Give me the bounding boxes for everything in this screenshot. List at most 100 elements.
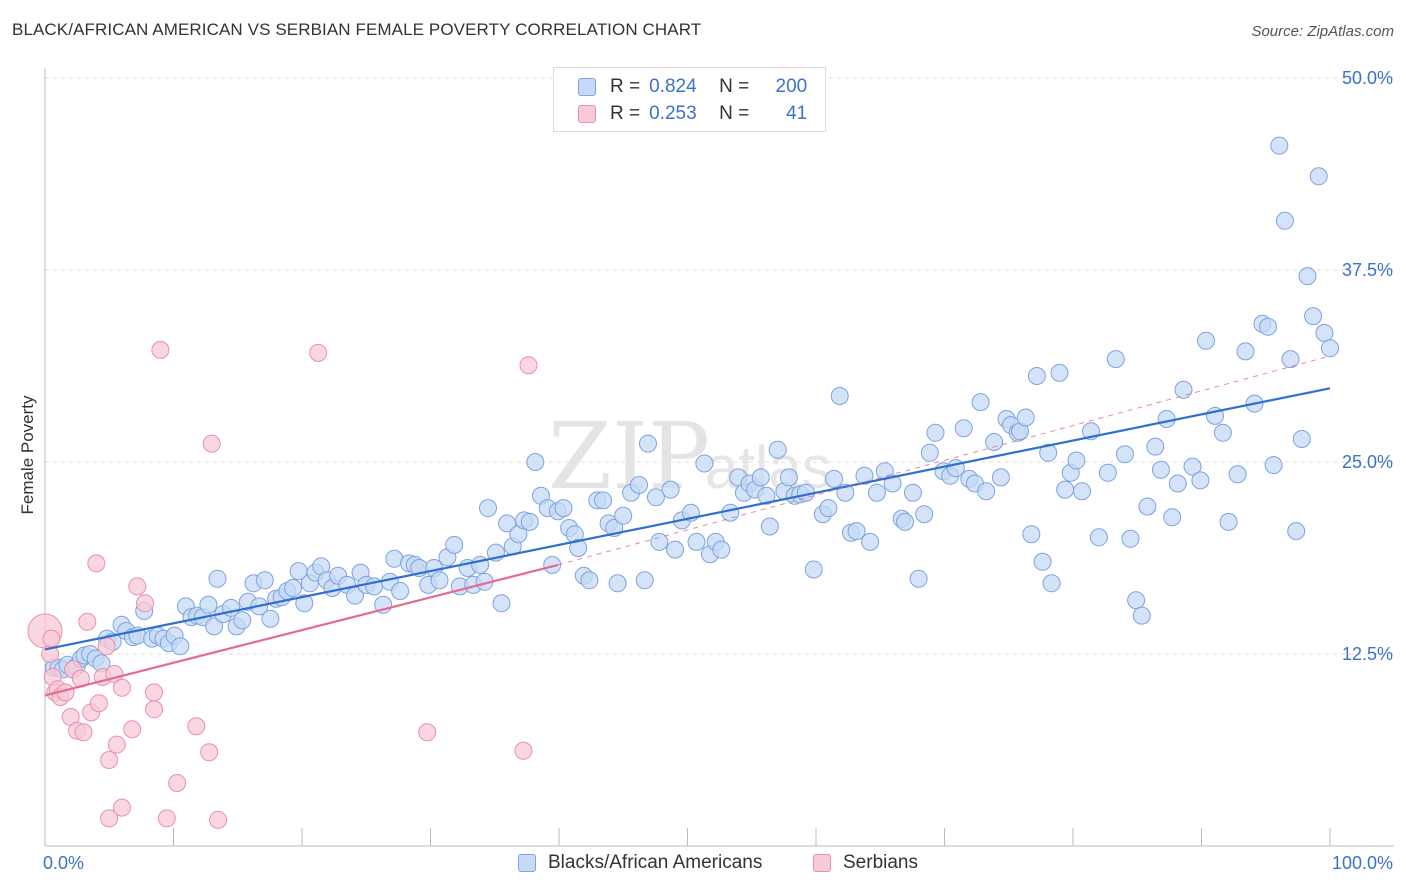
data-point-blacks bbox=[1121, 529, 1140, 548]
data-point-blacks bbox=[295, 594, 314, 613]
data-point-blacks bbox=[1033, 552, 1052, 571]
y-tick-label: 50.0% bbox=[1342, 68, 1393, 88]
data-point-serbians bbox=[514, 741, 533, 760]
data-point-blacks bbox=[554, 499, 573, 518]
legend-item-blacks[interactable]: Blacks/African Americans bbox=[518, 852, 762, 874]
data-point-blacks bbox=[721, 503, 740, 522]
legend-item-serbians[interactable]: Serbians bbox=[813, 852, 918, 874]
legend-n-value: 41 bbox=[786, 103, 808, 124]
data-point-blacks bbox=[1039, 443, 1058, 462]
data-point-blacks bbox=[1292, 430, 1311, 448]
data-point-serbians bbox=[74, 723, 93, 742]
data-point-blacks bbox=[1236, 342, 1255, 361]
legend-label-blacks: Blacks/African Americans bbox=[548, 852, 763, 873]
data-point-blacks bbox=[1089, 528, 1108, 547]
gridlines bbox=[45, 77, 1394, 655]
data-point-serbians bbox=[418, 723, 437, 742]
data-point-blacks bbox=[208, 569, 227, 588]
data-point-blacks bbox=[1287, 522, 1306, 541]
legend-row-blacks: R = 0.824 N = 200 bbox=[578, 76, 807, 98]
data-point-blacks bbox=[445, 535, 464, 554]
data-point-blacks bbox=[594, 491, 612, 510]
data-point-blacks bbox=[1259, 317, 1277, 336]
data-point-blacks bbox=[391, 582, 410, 600]
data-point-blacks bbox=[614, 506, 633, 525]
data-point-blacks bbox=[1151, 460, 1170, 479]
data-point-blacks bbox=[1321, 339, 1339, 358]
data-point-blacks bbox=[1183, 457, 1202, 476]
data-point-serbians bbox=[309, 343, 328, 362]
correlation-legend: R = 0.824 N = 200 R = 0.253 N = 41 bbox=[553, 67, 826, 132]
data-point-serbians bbox=[113, 678, 131, 697]
data-point-blacks bbox=[479, 499, 497, 518]
x-tick-label: 100.0% bbox=[1332, 853, 1393, 873]
data-point-blacks bbox=[847, 522, 866, 541]
data-point-blacks bbox=[926, 423, 945, 442]
data-point-blacks bbox=[1042, 574, 1061, 593]
data-point-blacks bbox=[1016, 408, 1035, 427]
legend-n-label: N = bbox=[719, 103, 750, 124]
data-point-blacks bbox=[199, 595, 218, 614]
data-point-serbians bbox=[168, 774, 187, 792]
data-point-blacks bbox=[1163, 508, 1182, 527]
data-point-blacks bbox=[819, 499, 838, 518]
data-point-blacks bbox=[1228, 465, 1247, 484]
data-point-blacks bbox=[1127, 591, 1146, 610]
data-point-blacks bbox=[1138, 497, 1157, 516]
data-point-blacks bbox=[883, 474, 902, 493]
data-point-blacks bbox=[1174, 380, 1193, 399]
data-point-serbians bbox=[42, 629, 61, 648]
x-tick-label: 0.0% bbox=[43, 853, 84, 873]
data-point-blacks bbox=[757, 486, 776, 505]
data-point-serbians bbox=[187, 717, 206, 736]
data-point-blacks bbox=[498, 514, 517, 533]
data-point-blacks bbox=[492, 594, 511, 613]
data-point-blacks bbox=[646, 488, 665, 507]
axes bbox=[44, 68, 1394, 847]
legend-r-value: 0.824 bbox=[649, 76, 697, 97]
data-point-blacks bbox=[1098, 463, 1117, 482]
data-point-blacks bbox=[1168, 474, 1187, 493]
data-point-blacks bbox=[1275, 211, 1294, 230]
legend-r-value: 0.253 bbox=[649, 103, 697, 124]
data-point-blacks bbox=[867, 483, 886, 502]
data-point-blacks bbox=[1050, 363, 1069, 382]
data-point-serbians bbox=[100, 809, 119, 828]
data-point-blacks bbox=[915, 505, 934, 524]
tick-labels: 12.5% 25.0% 37.5% 50.0% 0.0% 100.0% bbox=[43, 68, 1393, 873]
y-tick-label: 37.5% bbox=[1342, 260, 1393, 280]
data-point-blacks bbox=[255, 571, 274, 590]
data-point-blacks bbox=[580, 571, 599, 590]
data-point-serbians bbox=[113, 798, 131, 817]
series-legend: Blacks/African Americans Serbians bbox=[0, 852, 1406, 876]
y-axis-label: Female Poverty bbox=[18, 395, 37, 515]
data-point-blacks bbox=[630, 476, 648, 494]
y-tick-label: 25.0% bbox=[1342, 452, 1393, 472]
data-point-blacks bbox=[233, 611, 252, 630]
data-point-serbians bbox=[89, 694, 108, 713]
legend-label-serbians: Serbians bbox=[843, 852, 918, 873]
data-point-blacks bbox=[830, 387, 849, 405]
data-point-blacks bbox=[1132, 606, 1151, 625]
data-point-blacks bbox=[543, 555, 562, 574]
data-point-blacks bbox=[1115, 445, 1134, 464]
data-point-blacks bbox=[1022, 525, 1041, 544]
data-point-blacks bbox=[1191, 471, 1210, 490]
data-point-blacks bbox=[1219, 512, 1238, 531]
data-point-serbians bbox=[202, 434, 221, 453]
data-point-blacks bbox=[971, 393, 990, 412]
data-point-blacks bbox=[520, 512, 539, 531]
data-point-blacks bbox=[985, 433, 1004, 451]
legend-n-value: 200 bbox=[775, 76, 808, 97]
data-point-blacks bbox=[1067, 451, 1086, 470]
legend-r-label: R = bbox=[610, 76, 641, 97]
legend-row-serbians: R = 0.253 N = 41 bbox=[578, 103, 807, 125]
data-point-blacks bbox=[284, 579, 302, 597]
data-point-serbians bbox=[128, 577, 147, 596]
data-point-blacks bbox=[954, 419, 973, 438]
data-point-blacks bbox=[569, 539, 588, 557]
data-point-blacks bbox=[768, 440, 787, 459]
data-point-blacks bbox=[608, 574, 627, 593]
chart-title: BLACK/AFRICAN AMERICAN VS SERBIAN FEMALE… bbox=[12, 20, 702, 39]
